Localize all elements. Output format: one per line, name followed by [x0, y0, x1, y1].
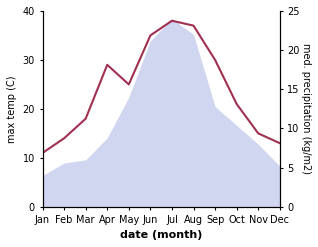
Y-axis label: med. precipitation (kg/m2): med. precipitation (kg/m2) — [301, 43, 311, 174]
Y-axis label: max temp (C): max temp (C) — [7, 75, 17, 143]
X-axis label: date (month): date (month) — [120, 230, 202, 240]
